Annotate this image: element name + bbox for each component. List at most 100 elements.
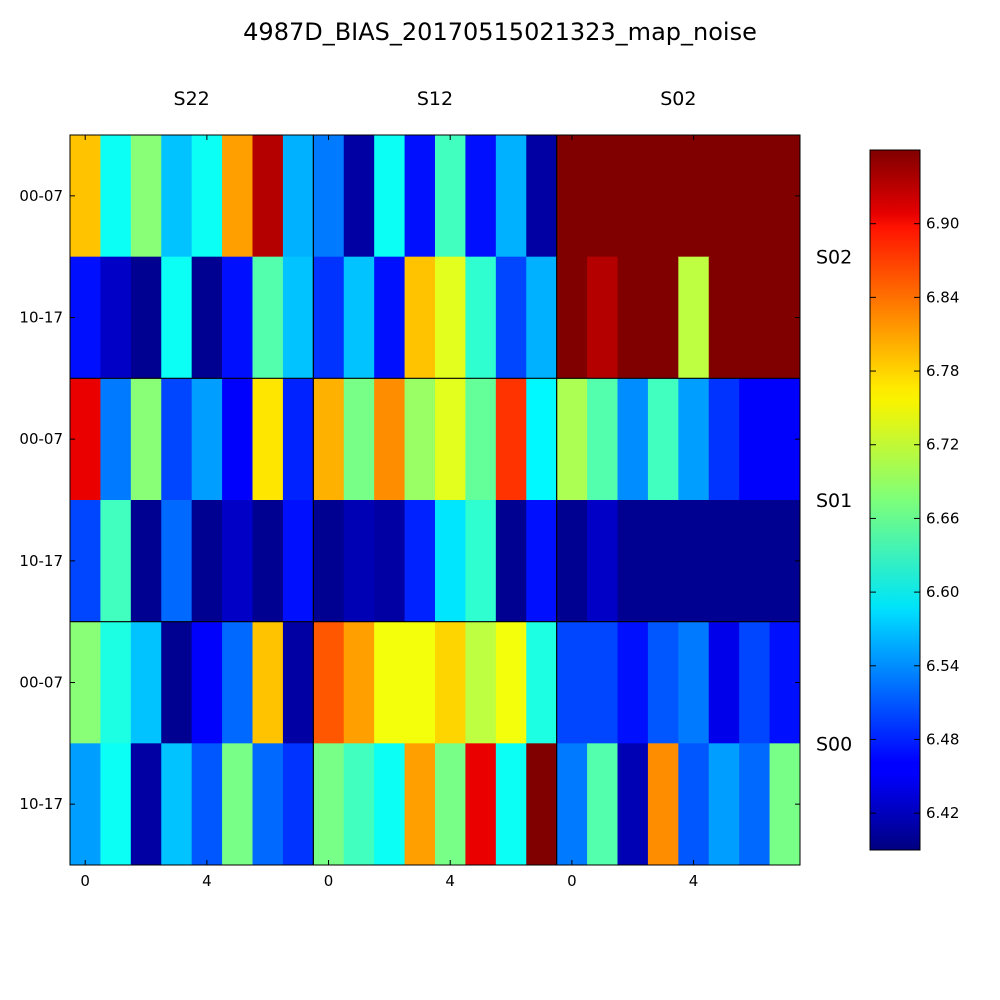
heatmap-cell bbox=[252, 135, 284, 258]
heatmap-cell bbox=[100, 256, 132, 379]
row-group-label: S02 bbox=[816, 247, 852, 269]
heatmap-cell bbox=[678, 256, 710, 379]
heatmap-cell bbox=[526, 135, 558, 258]
heatmap-cell bbox=[739, 743, 770, 866]
heatmap-cell bbox=[130, 500, 162, 623]
heatmap-cell bbox=[130, 135, 162, 258]
x-tick-label: 4 bbox=[689, 872, 699, 890]
colorbar-tick-label: 6.72 bbox=[926, 436, 959, 454]
heatmap-cell bbox=[70, 500, 101, 623]
heatmap-cell bbox=[282, 743, 314, 866]
heatmap-cell bbox=[587, 743, 618, 866]
heatmap-cell bbox=[343, 621, 375, 744]
heatmap-cell bbox=[130, 378, 162, 501]
column-group-label: S22 bbox=[174, 88, 210, 110]
heatmap-cell bbox=[313, 378, 345, 501]
heatmap-cell bbox=[465, 621, 497, 744]
heatmap-cell bbox=[313, 743, 345, 866]
heatmap-cell bbox=[465, 135, 497, 258]
heatmap-cell bbox=[404, 135, 436, 258]
heatmap-cell bbox=[161, 500, 193, 623]
y-tick-label: 10-17 bbox=[19, 552, 63, 570]
heatmap-cell bbox=[465, 256, 497, 379]
heatmap-cell bbox=[161, 378, 193, 501]
heatmap-cell bbox=[739, 621, 770, 744]
heatmap-cell bbox=[526, 378, 558, 501]
heatmap-cell bbox=[708, 500, 740, 623]
heatmap-cell bbox=[435, 621, 466, 744]
heatmap-cell bbox=[678, 743, 710, 866]
heatmap-cell bbox=[587, 135, 618, 258]
colorbar bbox=[869, 149, 921, 851]
heatmap-cell bbox=[435, 378, 466, 501]
heatmap-cell bbox=[282, 500, 314, 623]
column-group-label: S12 bbox=[417, 88, 453, 110]
colorbar-tick-label: 6.54 bbox=[926, 657, 959, 675]
x-tick-label: 4 bbox=[445, 872, 455, 890]
heatmap-cell bbox=[404, 256, 436, 379]
heatmap-cell bbox=[647, 743, 679, 866]
heatmap-cell bbox=[617, 621, 649, 744]
plot-frame bbox=[69, 134, 801, 866]
heatmap-cell bbox=[647, 135, 679, 258]
heatmap-cell bbox=[222, 256, 253, 379]
heatmap-cell bbox=[252, 256, 284, 379]
heatmap-cell bbox=[282, 256, 314, 379]
heatmap-cell bbox=[282, 135, 314, 258]
x-tick-label: 4 bbox=[202, 872, 212, 890]
heatmap-cell bbox=[222, 743, 253, 866]
heatmap-cell bbox=[374, 743, 405, 866]
heatmap-cell bbox=[374, 378, 405, 501]
colorbar-tick-label: 6.84 bbox=[926, 288, 959, 306]
heatmap-cell bbox=[374, 256, 405, 379]
heatmap-cell bbox=[282, 621, 314, 744]
heatmap-cell bbox=[495, 743, 527, 866]
row-group-labels: S02 S01 S00 bbox=[816, 247, 852, 756]
row-group-label: S00 bbox=[816, 733, 852, 755]
heatmap-cell bbox=[617, 743, 649, 866]
heatmap-cell bbox=[708, 256, 740, 379]
heatmap-cell bbox=[708, 621, 740, 744]
y-tick-label: 00-07 bbox=[19, 187, 63, 205]
heatmap-cell bbox=[404, 378, 436, 501]
heatmap-cell bbox=[617, 500, 649, 623]
heatmap-cell bbox=[70, 743, 101, 866]
heatmap-cell bbox=[556, 621, 588, 744]
heatmap-cell bbox=[282, 378, 314, 501]
heatmap-cell bbox=[191, 135, 223, 258]
column-group-label: S02 bbox=[660, 88, 696, 110]
heatmap-cell bbox=[130, 621, 162, 744]
colorbar-tick-label: 6.60 bbox=[926, 583, 959, 601]
heatmap-cell bbox=[191, 378, 223, 501]
heatmap-cell bbox=[495, 135, 527, 258]
heatmap-cell bbox=[617, 135, 649, 258]
heatmap-cell bbox=[222, 135, 253, 258]
heatmap-cell bbox=[495, 378, 527, 501]
heatmap-cell bbox=[556, 256, 588, 379]
heatmap-cell bbox=[435, 135, 466, 258]
heatmap-cell bbox=[708, 378, 740, 501]
heatmap-cell bbox=[678, 135, 710, 258]
heatmap-cell bbox=[678, 378, 710, 501]
heatmap-cell bbox=[739, 135, 770, 258]
heatmap-cell bbox=[100, 378, 132, 501]
x-tick-label: 0 bbox=[80, 872, 90, 890]
colorbar-tick-label: 6.48 bbox=[926, 730, 959, 748]
heatmap-cell bbox=[130, 256, 162, 379]
y-tick-label: 10-17 bbox=[19, 309, 63, 327]
heatmap-cell bbox=[252, 743, 284, 866]
heatmap-cell bbox=[343, 256, 375, 379]
heatmap-cell bbox=[556, 500, 588, 623]
heatmap-cell bbox=[495, 256, 527, 379]
heatmap-cell bbox=[647, 378, 679, 501]
heatmap-cell bbox=[313, 256, 345, 379]
heatmap-cell bbox=[374, 621, 405, 744]
heatmap-cell bbox=[161, 256, 193, 379]
heatmap-cell bbox=[708, 743, 740, 866]
heatmap-cell bbox=[556, 378, 588, 501]
heatmap-cell bbox=[678, 621, 710, 744]
heatmap-cell bbox=[343, 378, 375, 501]
heatmap-cell bbox=[404, 621, 436, 744]
heatmap-cell bbox=[556, 743, 588, 866]
row-group-label: S01 bbox=[816, 490, 852, 512]
